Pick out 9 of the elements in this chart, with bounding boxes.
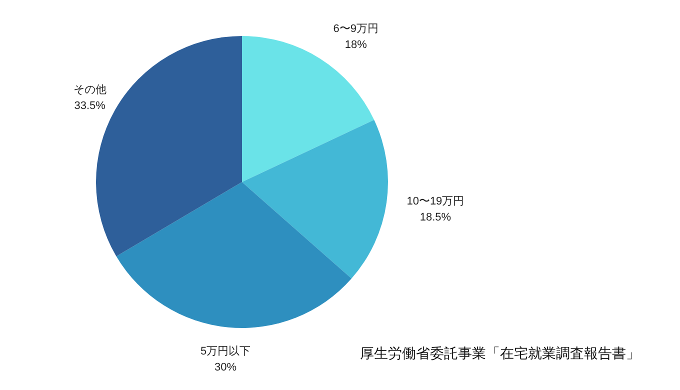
- slice-label: 6〜9万円: [333, 23, 378, 36]
- data-label: 33.5%: [74, 100, 106, 112]
- data-label: 18%: [344, 39, 368, 52]
- data-label: 30%: [214, 361, 237, 374]
- data-label: 18.5%: [420, 212, 452, 224]
- slice-label: その他: [73, 84, 106, 96]
- slice-label: 5万円以下: [200, 344, 251, 358]
- text: 厚生労働省委託事業「在宅就業調査報告書」: [360, 345, 640, 361]
- slice-label: 10〜19万円: [406, 196, 464, 208]
